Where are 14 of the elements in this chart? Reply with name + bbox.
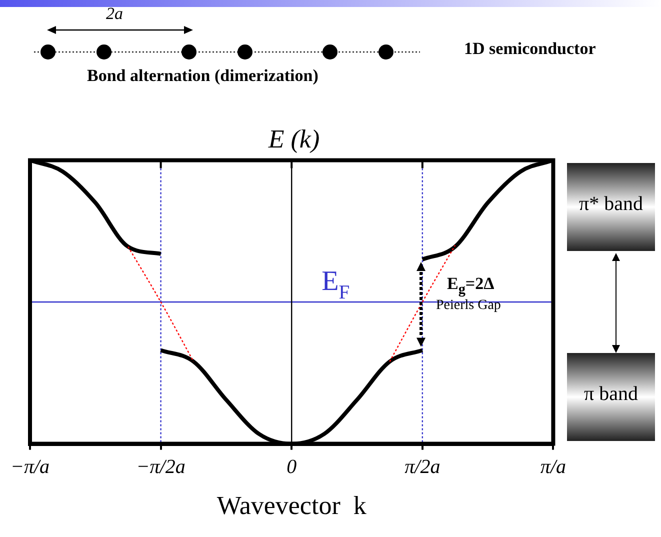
text: π band xyxy=(583,383,639,406)
x-tick-label: 0 xyxy=(286,456,297,478)
text: 2a xyxy=(106,4,123,24)
x-tick-label: −π/2a xyxy=(136,456,186,478)
x-axis-title: Wavevector k xyxy=(216,491,366,520)
x-tick-label: π/2a xyxy=(404,456,440,478)
x-tick-label: π/a xyxy=(540,456,566,478)
x-tick-label: −π/a xyxy=(10,456,50,478)
text: 1D semiconductor xyxy=(464,39,596,59)
text: Bond alternation (dimerization) xyxy=(87,66,318,86)
text: π* band xyxy=(578,193,644,216)
annotation: E$_{g}$=2Δ xyxy=(447,274,494,298)
chart-title: E (k) xyxy=(267,124,320,154)
annotation: Peierls Gap xyxy=(436,298,501,314)
